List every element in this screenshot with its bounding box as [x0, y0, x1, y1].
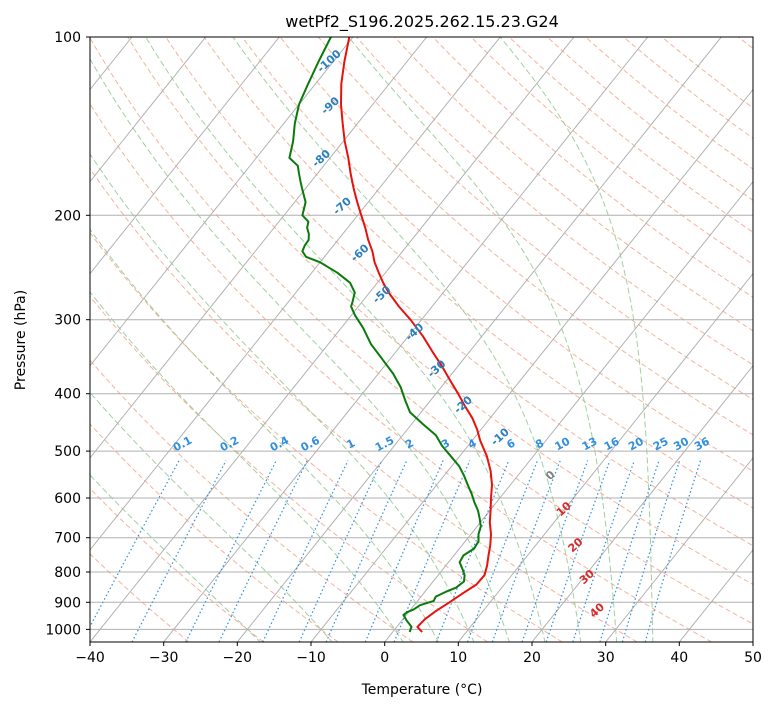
dry-adiabat-line: [90, 295, 488, 642]
mixing-ratio-label: 30: [671, 435, 691, 454]
mixing-ratio-label: 10: [553, 435, 573, 454]
x-tick-label: 20: [523, 650, 541, 666]
mixing-ratio-line: [325, 460, 408, 642]
moist-adiabat-line: [145, 37, 546, 642]
isotherm-line: [310, 88, 753, 642]
axis-ticks: −40 −30 −20 −10 0 10 20 30 40 50 1000 900 800 700 600 5…: [45, 30, 762, 666]
x-tick-label: −20: [223, 650, 253, 666]
mixing-ratio-line: [298, 460, 383, 642]
y-tick-label: 500: [54, 444, 81, 460]
y-tick-label: 100: [54, 30, 81, 46]
moist-adiabat-line: [348, 37, 618, 642]
dry-adiabat-line: [90, 359, 414, 642]
dry-adiabat-line: [318, 37, 753, 401]
mixing-ratio-line: [185, 460, 277, 642]
dry-adiabat-line: [279, 37, 753, 436]
mixing-ratio-label: 25: [651, 435, 671, 454]
x-tick-label: −10: [296, 650, 326, 666]
y-tick-label: 300: [54, 313, 81, 329]
x-axis-label: Temperature (°C): [361, 682, 483, 698]
isotherm-line: [531, 364, 753, 642]
mixing-ratio-line: [521, 460, 589, 642]
mixing-ratio-label: 13: [580, 435, 600, 454]
x-tick-label: 50: [744, 650, 762, 666]
dry-adiabat-line: [203, 37, 753, 509]
mixing-ratio-label: 36: [692, 435, 712, 454]
x-tick-label: 40: [670, 650, 688, 666]
moist-adiabat-line: [90, 228, 440, 642]
dry-adiabat-line: [90, 37, 753, 625]
y-tick-label: 600: [54, 491, 81, 507]
y-tick-label: 400: [54, 387, 81, 403]
x-tick-label: 30: [597, 650, 615, 666]
dry-adiabat-line: [165, 37, 753, 547]
y-tick-label: 1000: [45, 622, 81, 638]
isotherm-line: [163, 37, 649, 642]
moist-adiabat-line: [90, 153, 475, 642]
mixing-ratio-line: [262, 460, 349, 642]
isotherm-line: [90, 37, 428, 459]
temperature-profile-line: [340, 37, 493, 633]
profiles: [288, 37, 493, 633]
mixing-ratio-label: 16: [602, 435, 622, 454]
x-tick-label: −30: [149, 650, 179, 666]
x-tick-label: 0: [380, 650, 389, 666]
isotherm-line: [90, 37, 354, 367]
dewpoint-profile-line: [288, 37, 482, 633]
dry-adiabat-line: [90, 102, 712, 642]
isotherm-line: [90, 37, 207, 183]
dry-adiabat-line: [623, 37, 753, 139]
isotherm-line: [90, 37, 280, 275]
isotherm-line: [605, 457, 753, 642]
dry-adiabat-line: [90, 423, 339, 642]
x-tick-label: −40: [75, 650, 105, 666]
isotherm-line: [90, 37, 575, 642]
dry-adiabat-line: [90, 487, 264, 642]
mixing-ratio-line: [218, 460, 308, 642]
y-tick-label: 800: [54, 565, 81, 581]
moist-adiabat-line: [90, 391, 333, 642]
isotherm-line: [457, 272, 753, 642]
mixing-ratio-line: [435, 460, 510, 642]
y-axis-label: Pressure (hPa): [13, 290, 29, 390]
moist-adiabat-line: [90, 291, 404, 642]
dry-adiabat-line: [470, 37, 753, 265]
dry-adiabat-line: [394, 37, 753, 332]
mixing-ratio-label: 20: [626, 435, 646, 454]
dry-adiabat-line: [127, 37, 753, 585]
moist-adiabat-line: [499, 37, 654, 642]
x-tick-label: 10: [449, 650, 467, 666]
isotherm-line: [384, 180, 753, 642]
y-tick-label: 200: [54, 208, 81, 224]
isotherm-line: [90, 37, 501, 551]
y-tick-label: 700: [54, 531, 81, 547]
isotherm-line: [236, 37, 722, 642]
mixing-ratio-line: [545, 460, 611, 642]
dry-adiabat-line: [547, 37, 753, 201]
y-tick-label: 900: [54, 595, 81, 611]
mixing-ratio-line: [364, 460, 444, 642]
chart-title: wetPf2_S196.2025.262.15.23.G24: [285, 12, 559, 32]
mixing-ratio-line: [491, 460, 561, 642]
plot-frame: [89, 36, 754, 643]
mixing-ratio-line: [466, 460, 539, 642]
moist-adiabat-line: [90, 57, 510, 642]
